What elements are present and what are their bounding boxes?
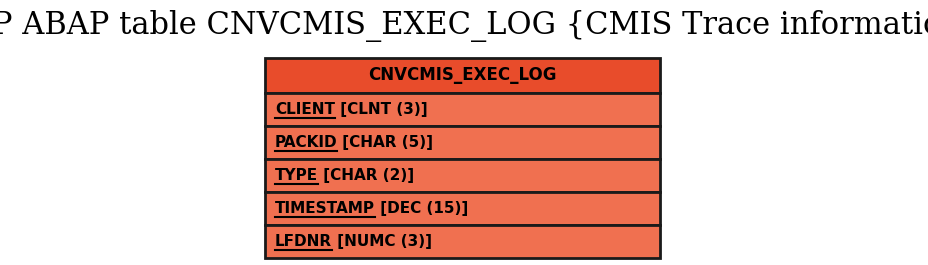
Bar xyxy=(264,58,659,93)
Text: [CHAR (5)]: [CHAR (5)] xyxy=(337,135,433,150)
Text: [CHAR (2)]: [CHAR (2)] xyxy=(317,168,414,183)
Text: [DEC (15)]: [DEC (15)] xyxy=(374,201,468,216)
Bar xyxy=(264,126,659,159)
Text: SAP ABAP table CNVCMIS_EXEC_LOG {CMIS Trace information}: SAP ABAP table CNVCMIS_EXEC_LOG {CMIS Tr… xyxy=(0,10,928,42)
Text: CLIENT: CLIENT xyxy=(275,102,334,117)
Text: PACKID: PACKID xyxy=(275,135,337,150)
Text: TIMESTAMP: TIMESTAMP xyxy=(275,201,374,216)
Bar xyxy=(264,159,659,192)
Bar xyxy=(264,192,659,225)
Text: CNVCMIS_EXEC_LOG: CNVCMIS_EXEC_LOG xyxy=(367,67,556,85)
Text: [CLNT (3)]: [CLNT (3)] xyxy=(334,102,427,117)
Bar xyxy=(264,225,659,258)
Text: [NUMC (3)]: [NUMC (3)] xyxy=(331,234,432,249)
Bar xyxy=(264,93,659,126)
Text: LFDNR: LFDNR xyxy=(275,234,331,249)
Text: TYPE: TYPE xyxy=(275,168,317,183)
